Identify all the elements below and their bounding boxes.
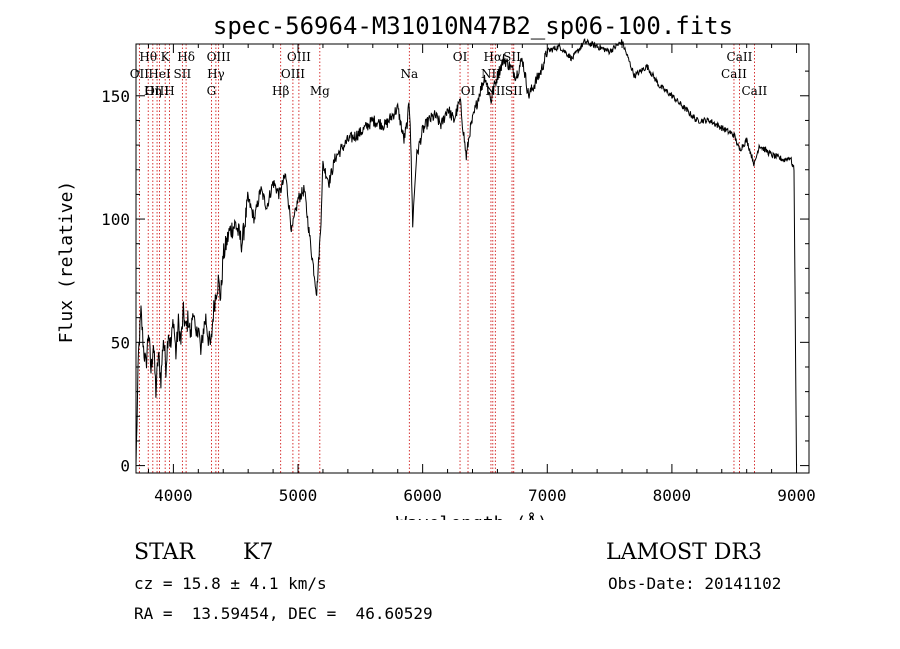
spectrum-line xyxy=(135,38,797,466)
x-tick-label-5: 9000 xyxy=(777,486,816,505)
line-label-15: Mg xyxy=(310,84,330,98)
y-tick-label-2: 100 xyxy=(101,210,130,229)
y-tick-label-1: 50 xyxy=(111,333,130,352)
line-label-13: OIII xyxy=(281,67,305,81)
line-label-5: Hη xyxy=(144,84,162,98)
x-tick-label-0: 4000 xyxy=(154,486,193,505)
line-label-18: OI xyxy=(461,84,476,98)
chart-title: spec-56964-M31010N47B2_sp06-100.fits xyxy=(213,12,733,40)
x-tick-label-1: 5000 xyxy=(279,486,318,505)
line-label-9: OIII xyxy=(207,50,231,64)
x-axis-label: Wavelength (Å) xyxy=(396,512,548,520)
line-label-12: OIII xyxy=(287,50,311,64)
x-tick-label-2: 6000 xyxy=(403,486,442,505)
object-subclass: K7 xyxy=(243,540,274,565)
line-label-14: Hβ xyxy=(272,84,289,98)
line-label-8: Hδ xyxy=(177,50,195,64)
line-label-4: HeI xyxy=(148,67,171,81)
spectrum-chart: spec-56964-M31010N47B2_sp06-100.fits Hθ O… xyxy=(56,12,816,520)
line-label-11: G xyxy=(207,84,217,98)
line-markers xyxy=(138,44,755,473)
line-label-3: K xyxy=(161,50,171,64)
plot-frame xyxy=(135,43,810,474)
line-label-23: SII xyxy=(505,84,523,98)
y-axis-label: Flux (relative) xyxy=(56,181,77,344)
line-label-24: CaII xyxy=(727,50,753,64)
line-label-2: OIII xyxy=(145,84,169,98)
x-axis-ticks: 4000 5000 6000 7000 8000 9000 xyxy=(147,44,816,505)
spectrum-series xyxy=(135,38,797,466)
obs-date: Obs-Date: 20141102 xyxy=(608,574,782,593)
line-label-25: CaII xyxy=(721,67,747,81)
line-label-0: Hθ xyxy=(139,50,157,64)
survey-name: LAMOST DR3 xyxy=(606,540,762,565)
coordinates: RA = 13.59454, DEC = 46.60529 xyxy=(134,604,433,623)
y-tick-label-3: 150 xyxy=(101,87,130,106)
line-label-6: SII xyxy=(174,67,192,81)
object-class: STAR xyxy=(134,540,195,565)
line-label-21: NII xyxy=(481,67,501,81)
line-label-26: CaII xyxy=(741,84,767,98)
line-label-17: OI xyxy=(453,50,468,64)
line-label-19: Hα xyxy=(484,50,503,64)
x-tick-label-4: 8000 xyxy=(653,486,692,505)
line-label-10: Hγ xyxy=(207,67,225,81)
redshift-readout: cz = 15.8 ± 4.1 km/s xyxy=(134,574,327,593)
y-tick-label-0: 0 xyxy=(120,457,130,476)
line-label-7: H xyxy=(164,84,174,98)
line-label-1: OII xyxy=(130,67,150,81)
x-tick-label-3: 7000 xyxy=(528,486,567,505)
line-label-16: Na xyxy=(400,67,418,81)
y-axis-ticks: 0 50 100 150 xyxy=(101,70,809,476)
